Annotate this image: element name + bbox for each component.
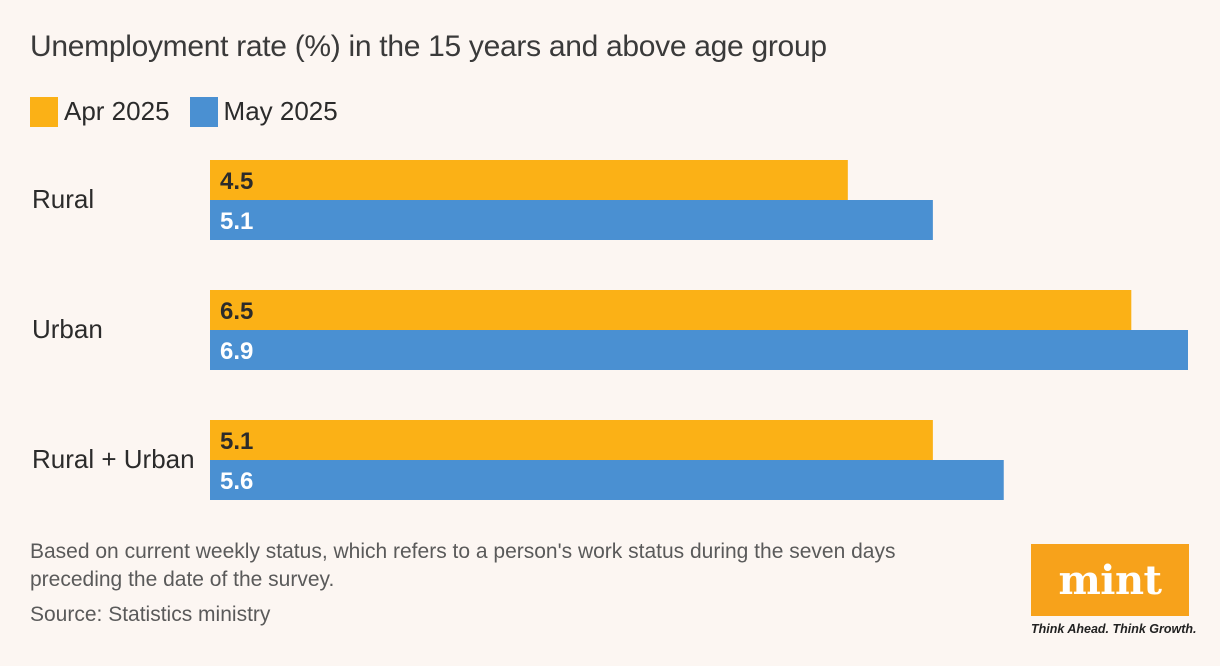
category-label: Rural — [32, 184, 94, 214]
bar-value-label: 4.5 — [220, 168, 253, 195]
logo-text: mint — [1058, 556, 1162, 604]
bar-value-label: 6.9 — [220, 338, 253, 365]
bar-value-label: 5.1 — [220, 208, 253, 235]
bar — [210, 460, 1004, 500]
legend-label-apr: Apr 2025 — [64, 96, 170, 126]
bar-chart: Rural 4.5 5.1 Urban 6.5 6.9 Rural + Urban 5.1 5.… — [32, 160, 1188, 500]
source-note: Source: Statistics ministry — [30, 603, 271, 626]
legend: Apr 2025 May 2025 — [30, 96, 358, 127]
bar-value-label: 5.6 — [220, 468, 253, 495]
legend-swatch-may — [189, 96, 218, 127]
bar — [210, 290, 1132, 330]
legend-item-may: May 2025 — [189, 96, 338, 127]
logo-tagline: Think Ahead. Think Growth. — [1031, 622, 1197, 636]
bar-value-label: 6.5 — [220, 298, 253, 325]
bar — [210, 420, 933, 460]
category-label: Urban — [32, 314, 103, 344]
page-title: Unemployment rate (%) in the 15 years an… — [30, 30, 827, 63]
footnote: Based on current weekly status, which re… — [30, 540, 896, 591]
bar — [210, 160, 848, 200]
bar — [210, 330, 1188, 370]
category-label: Rural + Urban — [32, 444, 195, 474]
legend-label-may: May 2025 — [223, 96, 338, 126]
legend-swatch-apr — [30, 96, 58, 127]
bar — [210, 200, 933, 240]
bar-value-label: 5.1 — [220, 428, 253, 455]
legend-item-apr: Apr 2025 — [30, 96, 170, 127]
mint-logo: mint — [1031, 544, 1189, 616]
